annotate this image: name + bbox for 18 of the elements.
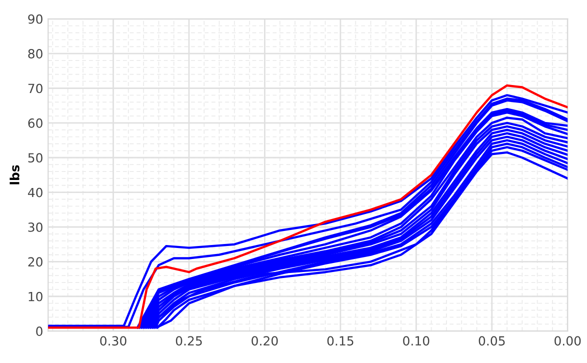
x-tick-label: 0.15 xyxy=(327,336,354,346)
y-tick-label: 10 xyxy=(28,292,42,302)
y-axis-title: lbs xyxy=(10,165,20,184)
x-tick-label: 0.10 xyxy=(403,336,430,346)
x-tick-label: 0.05 xyxy=(478,336,505,346)
y-tick-label: 90 xyxy=(28,14,42,24)
x-tick-label: 0.25 xyxy=(176,336,202,346)
y-tick-label: 80 xyxy=(28,49,42,58)
x-tick-label: 0.00 xyxy=(554,336,581,346)
x-tick-label: 0.20 xyxy=(252,336,278,346)
x-tick-label: 0.30 xyxy=(100,336,126,346)
y-tick-label: 50 xyxy=(28,153,42,163)
y-tick-label: 20 xyxy=(28,257,42,267)
y-tick-label: 70 xyxy=(28,84,42,94)
y-tick-label: 40 xyxy=(28,188,42,198)
y-tick-label: 60 xyxy=(28,118,42,128)
y-tick-label: 30 xyxy=(28,222,42,232)
y-tick-label: 0 xyxy=(36,326,42,336)
